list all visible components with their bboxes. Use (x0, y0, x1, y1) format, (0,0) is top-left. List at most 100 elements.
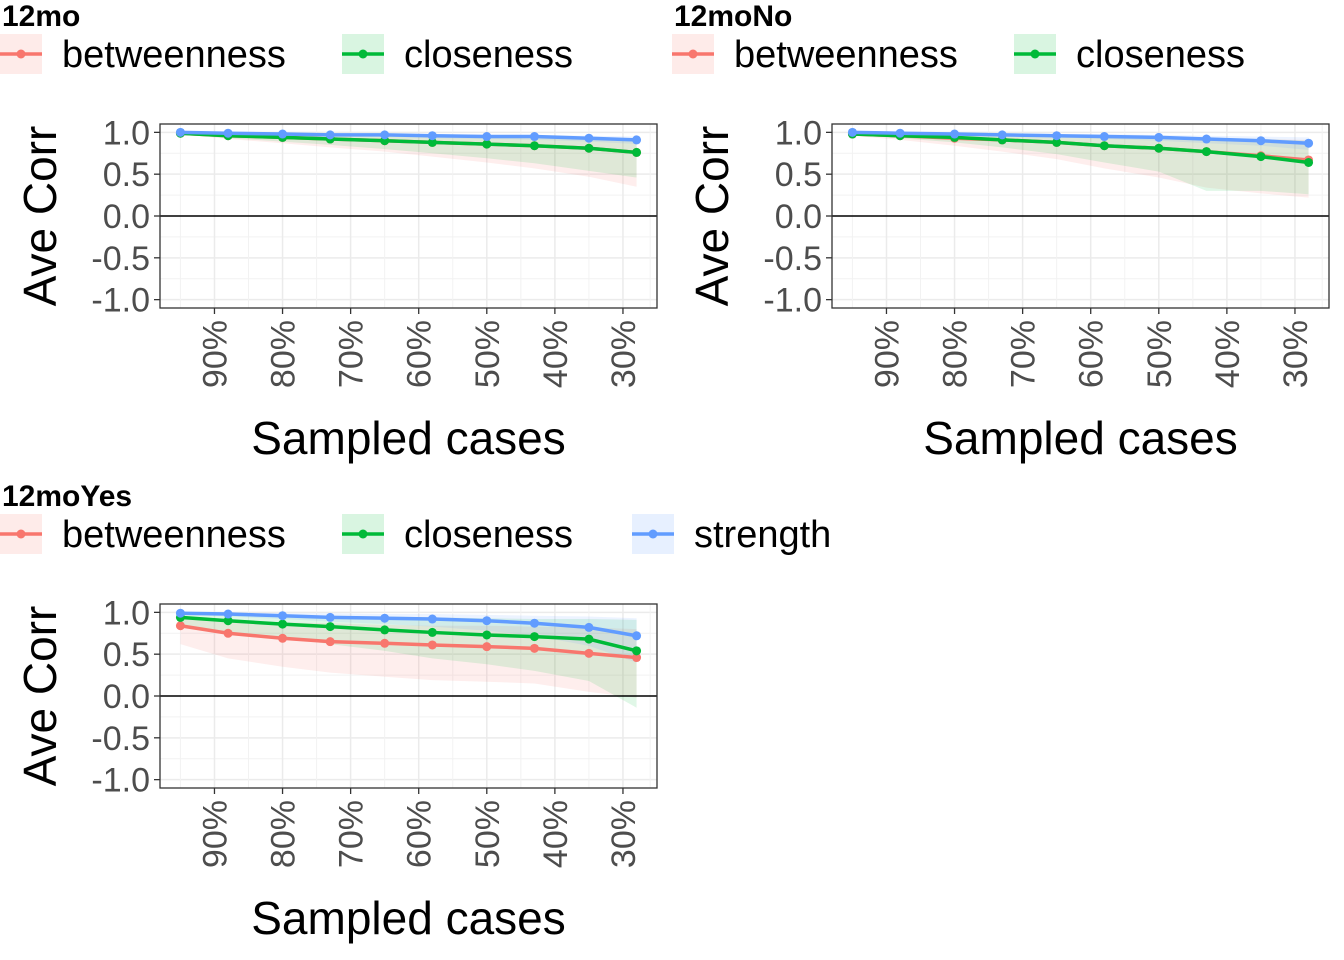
data-point-strength (325, 130, 335, 140)
x-tick-label: 50% (469, 320, 507, 388)
series-line-betweenness (180, 624, 637, 660)
y-axis-title: Ave Corr (14, 606, 66, 787)
y-tick-label: -0.5 (91, 720, 150, 758)
data-point-strength (175, 127, 185, 137)
x-tick-label: 90% (868, 320, 906, 388)
x-tick-label: 90% (196, 800, 234, 868)
data-point-strength (1052, 131, 1062, 141)
data-point-strength (482, 132, 492, 142)
data-point-strength (997, 130, 1007, 140)
x-tick-label: 60% (401, 800, 439, 868)
data-point-closeness (1304, 157, 1314, 167)
x-tick-label: 40% (537, 320, 575, 388)
data-point-closeness (1154, 143, 1164, 153)
legend-key-betweenness (0, 514, 42, 554)
x-tick-label: 30% (1277, 320, 1315, 388)
data-point-betweenness (632, 653, 642, 663)
ribbon-strength (180, 612, 637, 663)
data-point-closeness (223, 616, 233, 626)
data-point-strength (529, 132, 539, 142)
data-point-strength (950, 129, 960, 139)
series-line-strength (180, 611, 637, 638)
x-tick-label: 40% (1209, 320, 1247, 388)
data-point-closeness (584, 634, 594, 644)
data-point-closeness (1099, 141, 1109, 151)
y-tick-label: -1.0 (763, 282, 822, 320)
data-point-betweenness (278, 633, 288, 643)
legend-label-betweenness: betweenness (734, 34, 958, 76)
y-tick-label: -0.5 (91, 240, 150, 278)
series-line-strength (180, 130, 637, 142)
y-tick-label: 0.5 (103, 156, 150, 194)
x-axis-title: Sampled cases (251, 892, 566, 944)
series-line-strength (852, 130, 1309, 145)
data-point-closeness (529, 632, 539, 642)
y-axis-title: Ave Corr (14, 126, 66, 307)
data-point-betweenness (427, 640, 437, 650)
ribbon-betweenness (852, 132, 1309, 198)
data-point-closeness (1256, 152, 1266, 162)
y-tick-label: -1.0 (91, 762, 150, 800)
legend-key-closeness (1014, 34, 1056, 74)
data-point-closeness (529, 141, 539, 151)
data-point-closeness (482, 630, 492, 640)
data-point-closeness (427, 627, 437, 637)
data-point-strength (1304, 138, 1314, 148)
y-tick-label: -1.0 (91, 282, 150, 320)
x-tick-label: 70% (1005, 320, 1043, 388)
data-point-betweenness (529, 643, 539, 653)
data-point-closeness (632, 646, 642, 656)
data-point-closeness (1052, 137, 1062, 147)
data-point-strength (278, 611, 288, 621)
y-tick-label: -0.5 (763, 240, 822, 278)
x-tick-label: 80% (265, 320, 303, 388)
y-axis-title: Ave Corr (686, 126, 738, 307)
x-tick-label: 70% (333, 320, 371, 388)
x-tick-label: 50% (1141, 320, 1179, 388)
data-point-strength (584, 133, 594, 143)
x-tick-label: 80% (937, 320, 975, 388)
data-point-strength (380, 613, 390, 623)
legend-key-strength (632, 514, 674, 554)
legend-label-closeness: closeness (404, 514, 573, 556)
data-point-strength (847, 127, 857, 137)
y-tick-label: 1.0 (775, 114, 822, 152)
x-tick-label: 80% (265, 800, 303, 868)
data-point-strength (895, 128, 905, 138)
data-point-strength (325, 612, 335, 622)
y-tick-label: 0.0 (775, 198, 822, 236)
data-point-strength (427, 131, 437, 141)
y-tick-label: 1.0 (103, 594, 150, 632)
ribbon-closeness (852, 132, 1309, 195)
data-point-closeness (325, 622, 335, 632)
legend-label-strength: strength (694, 514, 831, 556)
y-tick-label: 0.5 (103, 636, 150, 674)
x-axis-title: Sampled cases (251, 412, 566, 464)
x-tick-label: 60% (401, 320, 439, 388)
x-tick-label: 60% (1073, 320, 1111, 388)
data-point-betweenness (175, 621, 185, 631)
x-tick-label: 30% (605, 800, 643, 868)
y-tick-label: 0.5 (775, 156, 822, 194)
data-point-betweenness (584, 648, 594, 658)
legend-key-closeness (342, 34, 384, 74)
y-tick-label: 0.0 (103, 678, 150, 716)
legend-label-closeness: closeness (1076, 34, 1245, 76)
series-line-closeness (180, 131, 637, 155)
x-tick-label: 50% (469, 800, 507, 868)
data-point-strength (223, 128, 233, 138)
x-tick-label: 90% (196, 320, 234, 388)
data-point-strength (278, 129, 288, 139)
ribbon-strength (852, 132, 1309, 150)
data-point-closeness (278, 619, 288, 629)
panel-title: 12moYes (2, 480, 132, 513)
data-point-strength (1256, 136, 1266, 146)
x-axis-title: Sampled cases (923, 412, 1238, 464)
data-point-strength (529, 618, 539, 628)
data-point-strength (482, 616, 492, 626)
x-tick-label: 70% (333, 800, 371, 868)
